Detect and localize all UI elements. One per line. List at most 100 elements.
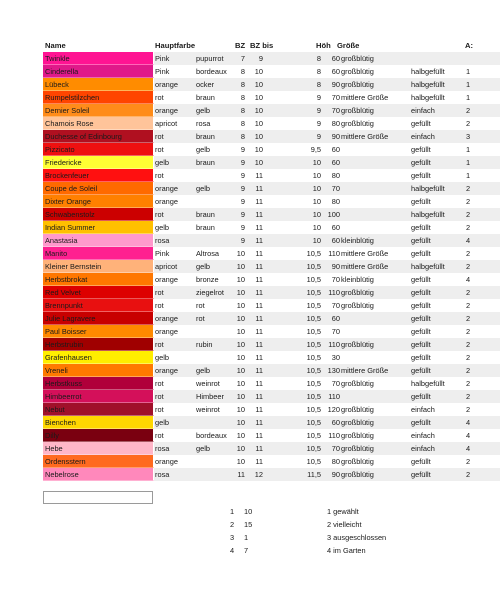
rose-name-cell[interactable]: Paul Boisser [43, 325, 154, 338]
cell-bz[interactable]: 7 [240, 54, 245, 63]
cell-farbe2[interactable]: gelb [196, 366, 210, 375]
cell-fuellung[interactable]: halbgefüllt [411, 80, 445, 89]
cell-bz[interactable]: 10 [236, 418, 245, 427]
cell-hoehe[interactable]: 10,5 [306, 288, 321, 297]
cell-groesse[interactable]: mittlere Größe [341, 249, 389, 258]
cell-bz-bis[interactable]: 12 [254, 470, 263, 479]
cell-groesse[interactable] [341, 208, 407, 221]
cell-a-value[interactable]: 2 [466, 379, 471, 388]
cell-a-value[interactable]: 1 [466, 145, 471, 154]
cell-fuellung[interactable]: gefüllt [411, 340, 431, 349]
rose-name-cell[interactable]: Duchesse of Edinbourg [43, 130, 154, 143]
cell-fuellung[interactable]: halbgefüllt [411, 93, 445, 102]
cell-groesse[interactable]: großblütig [341, 379, 374, 388]
cell-farbe2[interactable]: braun [196, 210, 215, 219]
cell-bz-bis[interactable]: 11 [255, 197, 263, 206]
rose-name-cell[interactable]: Indian Summer [43, 221, 154, 234]
rose-name-cell[interactable]: Bienchen [43, 416, 154, 429]
cell-bz[interactable]: 9 [240, 210, 245, 219]
table-row[interactable]: Herbstrubin rot rubin 10 11 10,5 110 großblütig… [43, 338, 500, 351]
cell-groesse[interactable] [341, 351, 407, 364]
cell-groesse[interactable] [341, 390, 407, 403]
cell-farbe2[interactable]: gelb [196, 106, 210, 115]
cell-hoehe[interactable]: 10,5 [306, 405, 321, 414]
table-row[interactable]: Nebelrose rosa 11 12 11,5 90 großblütig gefüllt… [43, 468, 500, 481]
cell-hoehe[interactable]: 10,5 [306, 431, 321, 440]
cell-hoehe2[interactable]: 120 [327, 405, 340, 414]
rose-name-cell[interactable]: Nebut [43, 403, 154, 416]
cell-groesse[interactable]: großblütig [341, 288, 374, 297]
cell-hauptfarbe[interactable]: Pink [155, 67, 170, 76]
cell-bz-bis[interactable]: 11 [255, 314, 263, 323]
table-row[interactable]: Himbeerrot rot Himbeer 10 11 10,5 110 gefüllt 2 [43, 390, 500, 403]
rose-name-cell[interactable]: Herbstkuss [43, 377, 154, 390]
cell-groesse[interactable]: mittlere Größe [341, 366, 389, 375]
cell-bz-bis[interactable]: 10 [254, 67, 263, 76]
cell-farbe2[interactable]: pupurrot [196, 54, 224, 63]
cell-hoehe[interactable]: 8 [316, 54, 321, 63]
cell-fuellung[interactable]: gefüllt [411, 327, 431, 336]
cell-hoehe2[interactable]: 110 [328, 392, 340, 401]
rose-name-cell[interactable]: Red Velvet [43, 286, 154, 299]
cell-bz[interactable]: 10 [236, 249, 245, 258]
rose-name-cell[interactable]: Kleiner Bernstein [43, 260, 154, 273]
table-row[interactable]: Brockenfeuer rot 9 11 10 80 gefüllt 1 [43, 169, 500, 182]
cell-hoehe[interactable]: 9 [316, 106, 321, 115]
cell-hoehe[interactable]: 10,5 [306, 353, 321, 362]
cell-hauptfarbe[interactable]: gelb [155, 418, 169, 427]
cell-a-value[interactable]: 2 [466, 457, 471, 466]
table-row[interactable]: Rumpelstilzchen rot braun 8 10 9 70 mittlere Gr… [43, 91, 500, 104]
cell-bz[interactable]: 10 [236, 288, 245, 297]
cell-hoehe[interactable]: 10,5 [306, 262, 321, 271]
cell-hoehe[interactable]: 10 [312, 236, 321, 245]
cell-groesse[interactable] [341, 195, 407, 208]
table-row[interactable]: Friedericke gelb braun 9 10 10 60 gefüllt 1 [43, 156, 500, 169]
cell-farbe2[interactable] [196, 416, 234, 429]
cell-hoehe2[interactable]: 90 [331, 132, 340, 141]
cell-hoehe2[interactable]: 130 [327, 366, 340, 375]
table-row[interactable]: Twinkle Pink pupurrot 7 9 8 60 großblütig [43, 52, 500, 65]
cell-bz-bis[interactable]: 11 [255, 340, 263, 349]
rose-name-cell[interactable]: Himbeerrot [43, 390, 154, 403]
cell-hoehe[interactable]: 10 [312, 184, 321, 193]
cell-hauptfarbe[interactable]: orange [155, 457, 179, 466]
rose-name-cell[interactable]: Brockenfeuer [43, 169, 154, 182]
cell-a-value[interactable]: 2 [466, 301, 471, 310]
cell-fuellung[interactable]: einfach [411, 132, 435, 141]
cell-groesse[interactable] [341, 156, 407, 169]
cell-fuellung[interactable]: halbgefüllt [411, 262, 445, 271]
cell-a-value[interactable]: 2 [466, 405, 471, 414]
cell-groesse[interactable]: großblütig [341, 80, 374, 89]
cell-hauptfarbe[interactable]: orange [155, 197, 179, 206]
rose-name-cell[interactable]: Herbstrubin [43, 338, 154, 351]
cell-bz[interactable]: 10 [236, 392, 245, 401]
cell-a-value[interactable]: 3 [466, 132, 471, 141]
cell-hauptfarbe[interactable]: rot [155, 210, 164, 219]
table-row[interactable]: Julie Lagravere orange rot 10 11 10,5 60 gefüll… [43, 312, 500, 325]
table-row[interactable]: Duchesse of Edinbourg rot braun 8 10 9 90 mittl… [43, 130, 500, 143]
cell-a-value[interactable]: 4 [466, 275, 471, 284]
cell-fuellung[interactable]: gefüllt [411, 275, 431, 284]
table-row[interactable]: Red Velvet rot ziegelrot 10 11 10,5 110 großblü… [43, 286, 500, 299]
cell-a-value[interactable]: 2 [466, 392, 471, 401]
cell-bz[interactable]: 8 [240, 80, 245, 89]
cell-bz-bis[interactable]: 11 [255, 392, 263, 401]
cell-hoehe2[interactable]: 90 [331, 470, 340, 479]
cell-hoehe[interactable]: 10,5 [306, 301, 321, 310]
cell-a-value[interactable]: 2 [466, 314, 471, 323]
cell-groesse[interactable]: großblütig [341, 340, 374, 349]
table-row[interactable]: Ordensstern orange 10 11 10,5 80 großblütig gef… [43, 455, 500, 468]
cell-bz-bis[interactable]: 11 [255, 353, 263, 362]
table-row[interactable]: Nebut rot weinrot 10 11 10,5 120 großblütig einf… [43, 403, 500, 416]
cell-hoehe2[interactable]: 70 [331, 93, 340, 102]
cell-bz[interactable]: 9 [240, 145, 245, 154]
cell-fuellung[interactable]: gefüllt [411, 145, 431, 154]
cell-hoehe2[interactable]: 110 [328, 340, 340, 349]
cell-a-value[interactable]: 2 [466, 366, 471, 375]
cell-a-value[interactable]: 2 [466, 197, 471, 206]
cell-farbe2[interactable]: rot [196, 301, 205, 310]
cell-farbe2[interactable]: rubin [196, 340, 213, 349]
cell-a-value[interactable]: 2 [466, 249, 471, 258]
cell-hoehe2[interactable]: 60 [331, 314, 340, 323]
cell-hauptfarbe[interactable]: rot [155, 288, 164, 297]
